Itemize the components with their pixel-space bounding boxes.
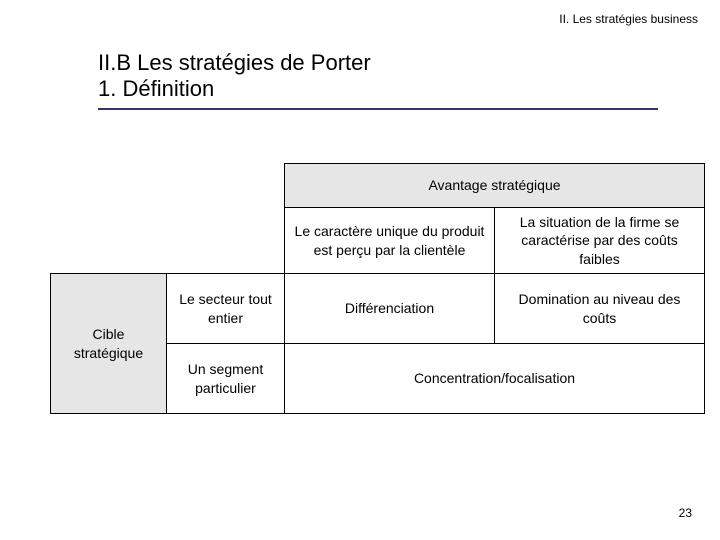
title-line-2: 1. Définition [98,76,680,102]
row-label-segment: Un segment particulier [167,344,285,414]
subheader-unique-product: Le caractère unique du produit est perçu… [285,208,495,274]
row-label-whole-sector: Le secteur tout entier [167,274,285,344]
cell-differentiation: Différenciation [285,274,495,344]
title-underline [98,108,658,110]
breadcrumb: II. Les stratégies business [559,12,698,26]
title-line-1: II.B Les stratégies de Porter [98,50,680,76]
slide-title: II.B Les stratégies de Porter 1. Définit… [98,50,680,110]
cell-focus: Concentration/focalisation [285,344,705,414]
subheader-low-cost: La situation de la firme se caractérise … [495,208,705,274]
cell-cost-leadership: Domination au niveau des coûts [495,274,705,344]
row-axis-strategic-target: Cible stratégique [51,274,167,414]
porter-matrix: Avantage stratégique Le caractère unique… [50,163,705,414]
page-number: 23 [679,506,692,520]
header-strategic-advantage: Avantage stratégique [285,164,705,208]
